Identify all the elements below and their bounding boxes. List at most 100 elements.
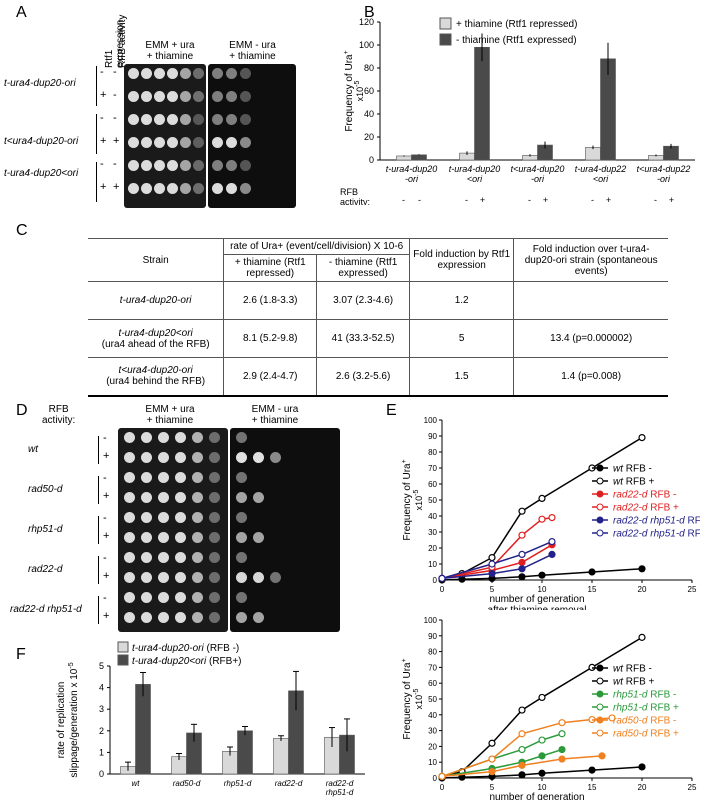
colony-spot [209,552,220,563]
legend-marker [596,529,604,537]
data-point [548,550,556,558]
x-category-label: t-ura4-dup20 [449,164,501,174]
bar [237,730,253,775]
colony-spot [209,612,220,623]
table-cell-plus: 2.9 (2.4-4.7) [223,357,318,397]
colony-spot [158,432,169,443]
colony-spot [124,552,135,563]
colony-spot [141,592,152,603]
colony-spot [236,612,247,623]
legend-label: rad50-d RFB - [613,716,676,727]
th-fold: Fold induction by Rtf1 expression [409,238,515,282]
legend-label: wt RFB + [613,677,655,688]
data-point [518,565,526,573]
rfb-sign: - [103,512,107,524]
colony-spot [167,160,178,171]
x-tick-label: 15 [588,783,597,792]
data-point [638,763,646,771]
colony-spot [154,137,165,148]
y-tick-label: 100 [359,40,374,50]
rfb-sign: - [103,592,107,604]
colony-spot [240,183,251,194]
table-cell-fold-over [513,281,668,320]
y-axis-unit: x10-5 [413,689,424,710]
colony-spot [240,114,251,125]
y-tick-label: 0 [369,155,374,165]
colony-spot [141,432,152,443]
rfb-sign: + [103,570,110,582]
colony-spot [236,432,247,443]
colony-spot [212,68,223,79]
strain-label-a2: t<ura4-dup20-ori [4,136,79,147]
colony-spot [226,91,237,102]
x-category-label: t<ura4-dup20 [511,164,565,174]
y-tick-label: 0 [99,769,104,779]
colony-spot [141,532,152,543]
colony-spot [158,612,169,623]
legend-marker [596,677,604,685]
x-category-label: rad22-d [275,779,303,788]
y-tick-label: 20 [364,132,374,142]
colony-spot [175,592,186,603]
x-tick-label: 20 [638,585,647,594]
colony-spot [209,572,220,583]
legend-label: rad22-d rhp51-d RFB + [613,529,700,540]
data-point [638,633,646,641]
legend-marker [596,490,604,498]
rfb-label: RFB [340,187,358,197]
data-point [488,554,496,562]
data-point [638,565,646,573]
rfb-sign: + [103,610,110,622]
colony-spot [236,572,247,583]
x-tick-label: 25 [688,783,697,792]
colony-spot [167,68,178,79]
strain-label-d: rhp51-d [28,524,63,535]
colony-spot [175,492,186,503]
colony-spot [209,432,220,443]
y-tick-label: 4 [99,683,104,693]
rfb-sign: - [103,552,107,564]
strain-label-d: rad22-d [28,564,63,575]
data-point [538,769,546,777]
data-point [588,568,596,576]
colony-spot [180,183,191,194]
data-point [518,706,526,714]
data-point [518,730,526,738]
rfb-sign: - [654,195,657,205]
colony-spot [192,572,203,583]
legend-label: wt RFB + [613,477,655,488]
colony-spot [128,114,139,125]
chart-panel-f: 0 1 2 3 4 5 rate of replication slippage/genera… [56,641,365,797]
rfb-sign: - [103,432,107,444]
colony-spot [141,137,152,148]
table-cell-fold: 1.2 [409,281,515,320]
y-tick-label: 60 [428,480,437,489]
colony-spot [253,532,264,543]
x-tick-label: 5 [490,585,495,594]
colony-spot [128,183,139,194]
colony-spot [209,452,220,463]
legend-label: rad22-d rhp51-d RFB - [613,516,700,527]
data-point [598,752,606,760]
rfb-sign: - [402,195,405,205]
legend-marker [596,703,604,711]
data-point [558,745,566,754]
y-tick-label: 80 [428,648,437,657]
colony-spot [193,160,204,171]
y-tick-label: 90 [428,632,437,641]
data-point [488,768,496,776]
table-cell-minus: 41 (33.3-52.5) [316,319,411,358]
data-point [608,714,616,722]
x-category-label: -ori [531,174,545,184]
colony-spot [193,137,204,148]
data-point [538,736,546,744]
data-point [518,507,526,515]
strain-label-a3: t-ura4-dup20<ori [4,168,79,179]
colony-spot [192,452,203,463]
row-bracket [96,114,97,154]
data-point [518,745,526,754]
data-point [438,574,446,582]
colony-spot [236,452,247,463]
table-cell-fold-over: 13.4 (p=0.000002) [513,319,668,358]
colony-spot [158,512,169,523]
